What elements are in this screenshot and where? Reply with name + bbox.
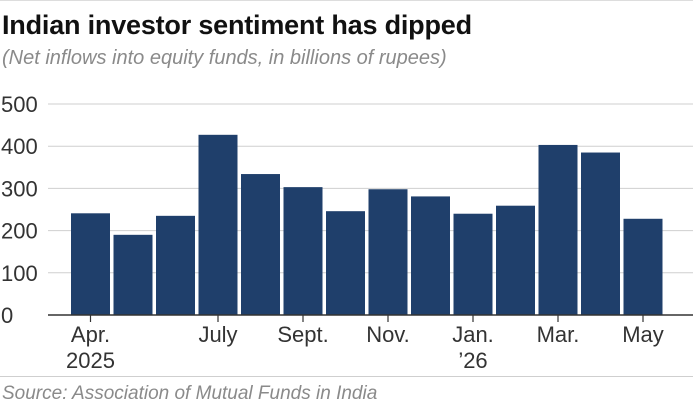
y-tick-label: 400 <box>1 134 38 159</box>
bar <box>453 213 493 315</box>
y-tick-label: 200 <box>1 219 38 244</box>
bar <box>496 205 535 315</box>
bar <box>156 215 195 315</box>
x-tick-label: July <box>198 322 237 347</box>
bar <box>326 211 365 315</box>
bar <box>623 218 663 315</box>
bottom-divider <box>0 376 693 377</box>
chart-title: Indian investor sentiment has dipped <box>2 10 472 40</box>
x-tick-label: 2025 <box>66 348 115 373</box>
x-tick-label: ’26 <box>458 348 487 373</box>
bar <box>198 134 238 315</box>
x-tick-label: Apr. <box>71 322 110 347</box>
x-tick-label: Mar. <box>537 322 580 347</box>
y-tick-label: 500 <box>1 92 38 117</box>
chart-source: Source: Association of Mutual Funds in I… <box>2 383 378 404</box>
bar <box>283 187 323 315</box>
x-tick-label: Nov. <box>366 322 410 347</box>
top-divider <box>0 0 693 1</box>
x-tick-label: May <box>622 322 664 347</box>
bar-chart: 0 100 200 300 400 500 Apr.2025 July Sept. Nov. Jan… <box>1 92 693 373</box>
y-tick-label: 100 <box>1 261 38 286</box>
bar <box>368 189 408 315</box>
bar <box>581 152 620 315</box>
bar <box>411 196 450 315</box>
x-tick-label: Jan. <box>452 322 494 347</box>
x-tick-label: Sept. <box>277 322 328 347</box>
y-tick-label: 0 <box>1 303 13 328</box>
bar <box>71 213 110 315</box>
bar <box>113 234 153 315</box>
y-tick-label: 300 <box>1 176 38 201</box>
bar <box>538 144 578 315</box>
chart-subtitle: (Net inflows into equity funds, in billi… <box>2 47 447 69</box>
bar <box>241 174 280 315</box>
